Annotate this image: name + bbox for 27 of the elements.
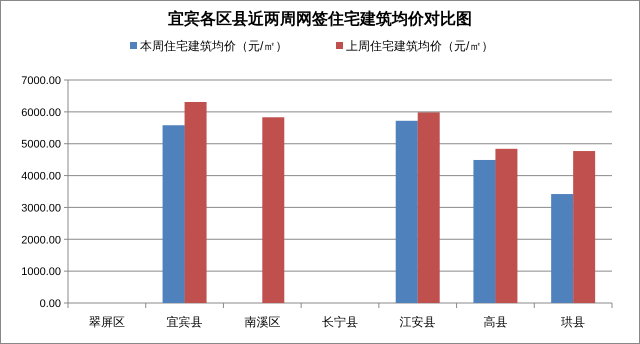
x-tick-label: 高县 xyxy=(483,315,508,329)
x-tick-label: 珙县 xyxy=(561,315,586,329)
y-tick-label: 4000.00 xyxy=(21,170,61,183)
bar xyxy=(551,194,574,303)
x-tick-label: 宜宾县 xyxy=(166,315,203,329)
y-tick-label: 5000.00 xyxy=(21,138,61,151)
x-tick-label: 长宁县 xyxy=(322,315,358,329)
x-tick-label: 江安县 xyxy=(400,315,436,329)
x-tick-label: 翠屏区 xyxy=(88,315,125,329)
bar xyxy=(184,102,207,303)
y-tick-label: 2000.00 xyxy=(21,234,61,246)
chart-title: 宜宾各区县近两周网签住宅建筑均价对比图 xyxy=(168,9,472,28)
bar xyxy=(495,148,518,303)
legend-label: 上周住宅建筑均价（元/㎡） xyxy=(346,39,494,53)
bar xyxy=(473,160,496,303)
bar xyxy=(573,151,596,303)
y-tick-label: 3000.00 xyxy=(21,202,61,214)
bar xyxy=(162,125,185,303)
bar xyxy=(262,117,284,303)
bar xyxy=(396,120,418,303)
y-tick-label: 1000.00 xyxy=(21,266,61,278)
x-tick-label: 南溪区 xyxy=(244,315,280,329)
y-tick-label: 7000.00 xyxy=(21,75,61,87)
y-tick-label: 0.00 xyxy=(40,298,61,310)
legend-label: 本周住宅建筑均价（元/㎡） xyxy=(140,39,288,53)
bar xyxy=(418,112,440,303)
y-tick-label: 6000.00 xyxy=(21,106,61,119)
